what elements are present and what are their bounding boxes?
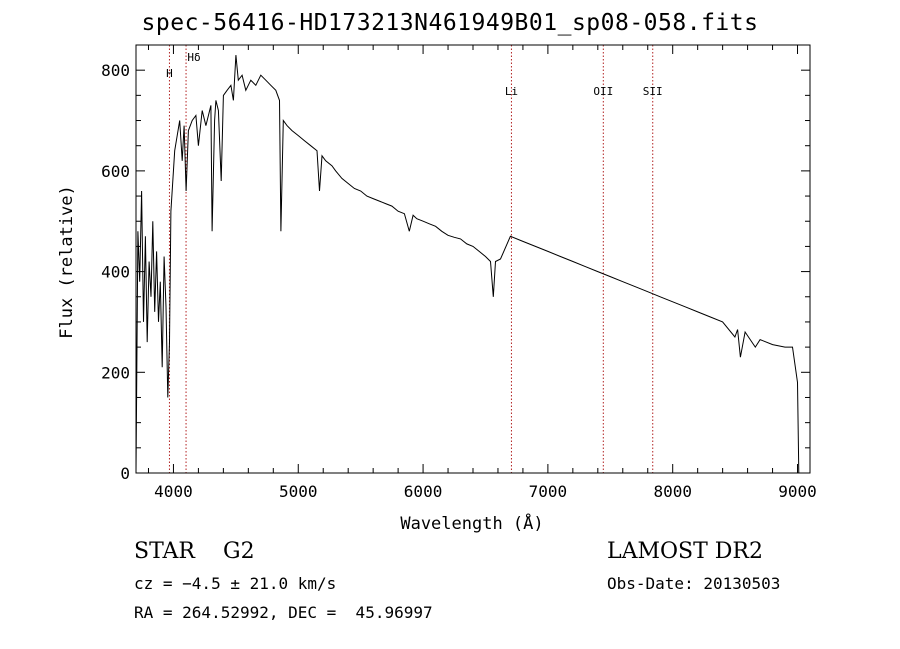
spectrum-line <box>135 55 800 474</box>
x-axis-label: Wavelength (Å) <box>400 512 543 534</box>
x-tick-label: 5000 <box>279 482 318 501</box>
redshift-readout: cz = −4.5 ± 21.0 km/s <box>134 574 337 593</box>
y-tick-label: 0 <box>120 464 130 483</box>
spectral-line-label: OII <box>593 85 613 98</box>
x-tick-label: 7000 <box>529 482 568 501</box>
spectral-subclass: G2 <box>223 539 255 564</box>
y-tick-label: 600 <box>101 162 130 181</box>
spectral-line-label: Hδ <box>187 51 200 64</box>
y-tick-label: 400 <box>101 263 130 282</box>
plot-frame <box>135 44 811 474</box>
spectral-line-label: SII <box>643 85 663 98</box>
x-tick-label: 4000 <box>154 482 193 501</box>
chart-title: spec-56416-HD173213N461949B01_sp08-058.f… <box>141 10 759 36</box>
object-class: STAR <box>134 539 195 564</box>
x-tick-label: 6000 <box>404 482 443 501</box>
coordinates: RA = 264.52992, DEC = 45.96997 <box>134 603 433 622</box>
spectral-line-label: Li <box>505 85 518 98</box>
spectral-line-label: H <box>166 67 173 80</box>
y-tick-label: 800 <box>101 61 130 80</box>
x-tick-label: 9000 <box>778 482 817 501</box>
survey-name: LAMOST DR2 <box>607 539 763 564</box>
y-axis-label: Flux (relative) <box>57 185 77 339</box>
object-class-line: STAR G2 <box>134 539 255 564</box>
obs-date: Obs-Date: 20130503 <box>607 574 781 593</box>
x-tick-label: 8000 <box>653 482 692 501</box>
y-tick-label: 200 <box>101 363 130 382</box>
